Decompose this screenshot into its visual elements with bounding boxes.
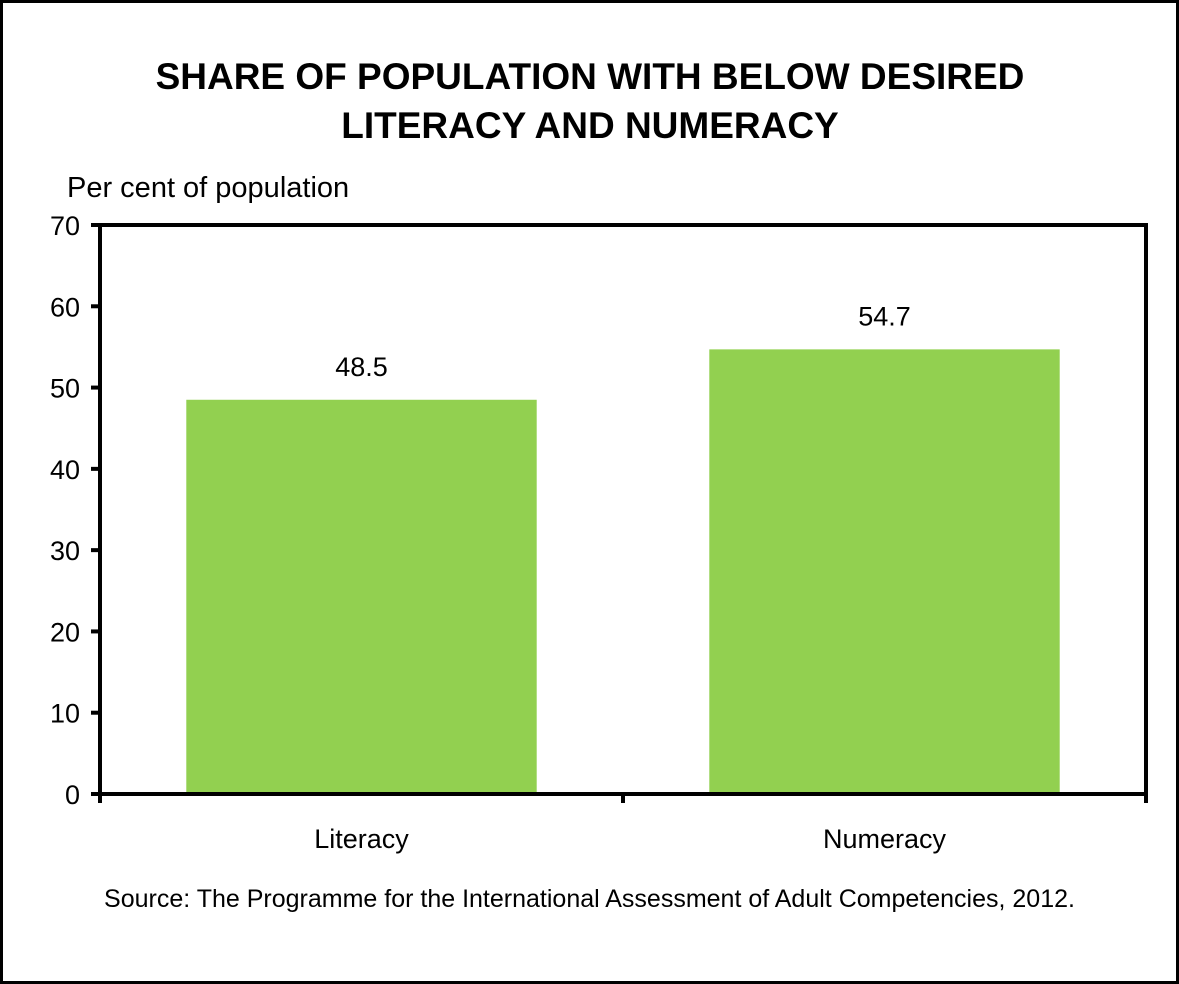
y-tick-label-50: 50 [50, 374, 80, 404]
chart-title-line-1: SHARE OF POPULATION WITH BELOW DESIRED [155, 56, 1025, 97]
y-tick-label-40: 40 [50, 455, 80, 485]
data-label-numeracy: 54.7 [858, 301, 911, 331]
x-tick-label-numeracy: Numeracy [823, 824, 947, 854]
x-axis: Literacy Numeracy [98, 794, 1148, 854]
chart-title: SHARE OF POPULATION WITH BELOW DESIRED L… [0, 52, 1179, 150]
y-axis: 0 10 20 30 40 50 60 70 [50, 211, 100, 810]
data-labels-layer: 48.5 54.7 [335, 301, 911, 381]
y-tick-label-0: 0 [65, 780, 80, 810]
y-tick-label-70: 70 [50, 211, 80, 241]
x-tick-label-literacy: Literacy [314, 824, 409, 854]
chart-title-line-2: LITERACY AND NUMERACY [341, 105, 839, 146]
y-tick-label-20: 20 [50, 617, 80, 647]
bar-literacy [186, 399, 537, 794]
y-tick-label-30: 30 [50, 536, 80, 566]
y-tick-label-60: 60 [50, 292, 80, 322]
data-label-literacy: 48.5 [335, 352, 388, 382]
y-axis-label: Per cent of population [67, 172, 350, 204]
bars-layer [186, 349, 1060, 794]
y-tick-label-10: 10 [50, 699, 80, 729]
source-note: Source: The Programme for the Internatio… [104, 885, 1075, 913]
bar-numeracy [709, 349, 1060, 794]
